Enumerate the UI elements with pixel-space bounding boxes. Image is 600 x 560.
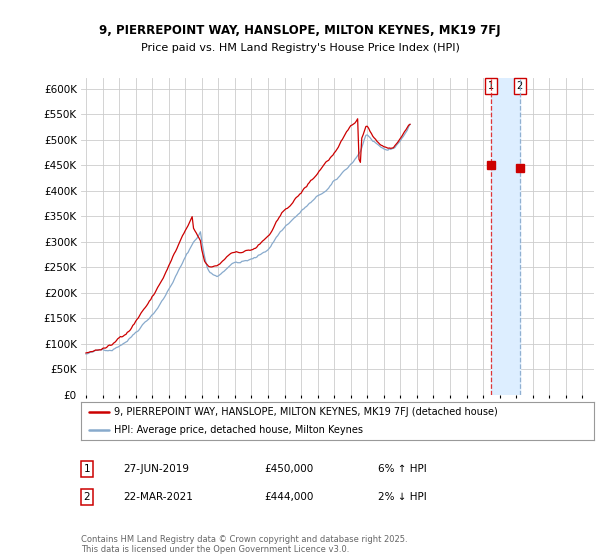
Text: 22-MAR-2021: 22-MAR-2021 bbox=[123, 492, 193, 502]
Text: £450,000: £450,000 bbox=[264, 464, 313, 474]
Text: 27-JUN-2019: 27-JUN-2019 bbox=[123, 464, 189, 474]
Text: £444,000: £444,000 bbox=[264, 492, 313, 502]
Text: 2% ↓ HPI: 2% ↓ HPI bbox=[378, 492, 427, 502]
Text: Contains HM Land Registry data © Crown copyright and database right 2025.
This d: Contains HM Land Registry data © Crown c… bbox=[81, 535, 407, 554]
Text: 9, PIERREPOINT WAY, HANSLOPE, MILTON KEYNES, MK19 7FJ: 9, PIERREPOINT WAY, HANSLOPE, MILTON KEY… bbox=[99, 24, 501, 38]
Text: 6% ↑ HPI: 6% ↑ HPI bbox=[378, 464, 427, 474]
Text: HPI: Average price, detached house, Milton Keynes: HPI: Average price, detached house, Milt… bbox=[115, 425, 364, 435]
Text: 2: 2 bbox=[83, 492, 91, 502]
Text: 1: 1 bbox=[83, 464, 91, 474]
Text: 9, PIERREPOINT WAY, HANSLOPE, MILTON KEYNES, MK19 7FJ (detached house): 9, PIERREPOINT WAY, HANSLOPE, MILTON KEY… bbox=[115, 407, 498, 417]
Text: 1: 1 bbox=[488, 81, 494, 91]
Text: 2: 2 bbox=[517, 81, 523, 91]
Text: Price paid vs. HM Land Registry's House Price Index (HPI): Price paid vs. HM Land Registry's House … bbox=[140, 43, 460, 53]
Bar bbox=[491, 78, 520, 395]
